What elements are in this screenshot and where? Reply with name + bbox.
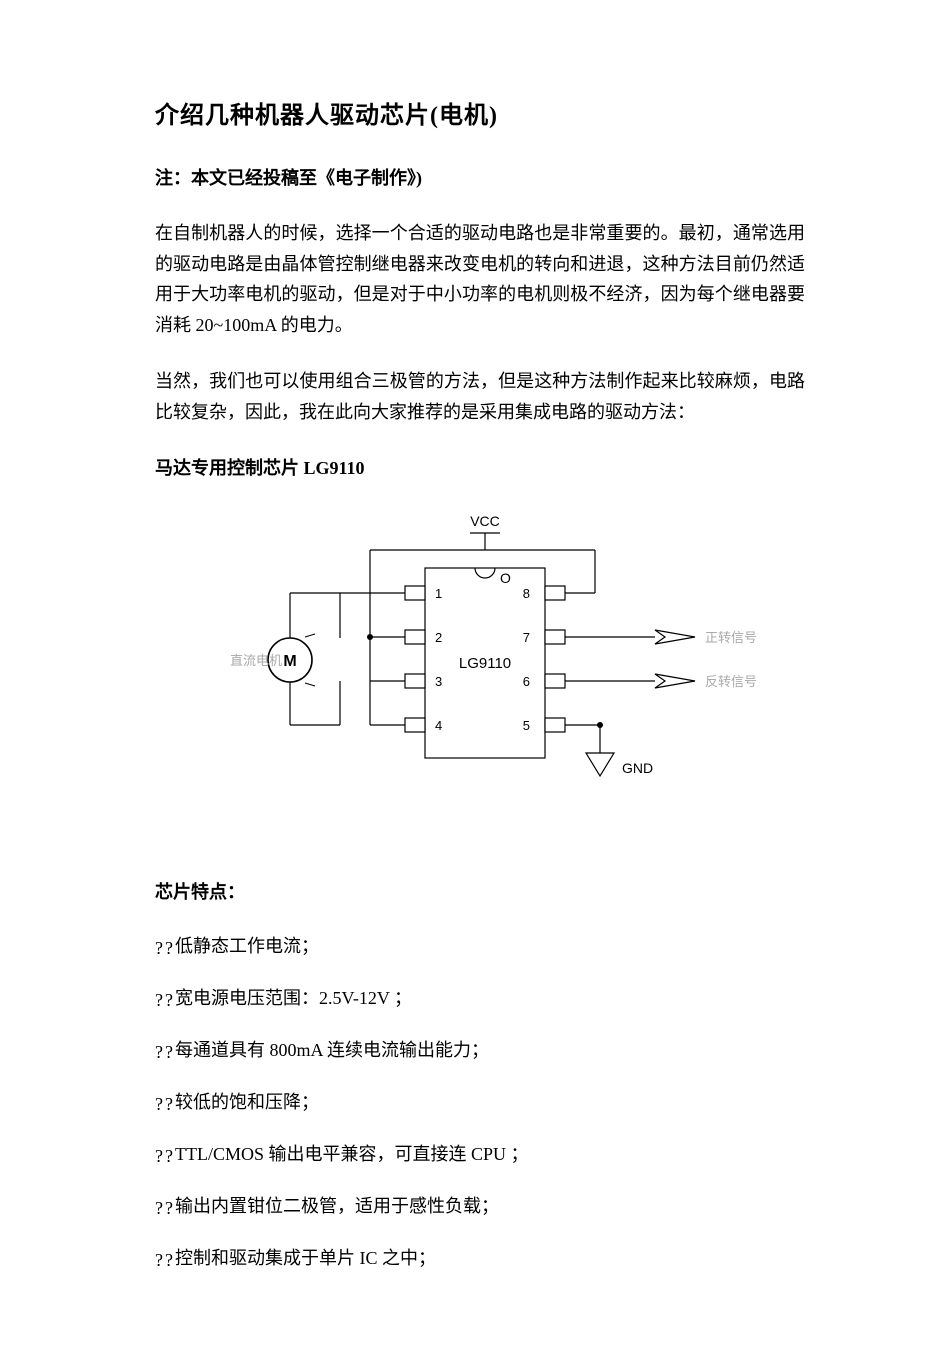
bullet-icon: ?	[165, 1250, 173, 1271]
pin-7-box	[545, 630, 565, 644]
gnd-label: GND	[622, 760, 653, 776]
pin-8-box	[545, 586, 565, 600]
motor-text: 直流电机	[230, 653, 282, 668]
feature-text: TTL/CMOS 输出电平兼容，可直接连 CPU ；	[175, 1144, 529, 1164]
feature-item: ??每通道具有 800mA 连续电流输出能力；	[155, 1036, 805, 1062]
circuit-diagram-container: O LG9110 1 2 3 4 8 7 6	[155, 508, 805, 808]
pin-2-label: 2	[435, 630, 442, 645]
paragraph-2: 当然，我们也可以使用组合三极管的方法，但是这种方法制作起来比较麻烦，电路比较复杂…	[155, 366, 805, 427]
feature-item: ??较低的饱和压降；	[155, 1088, 805, 1114]
motor-tick-top	[305, 634, 315, 637]
feature-text: 低静态工作电流；	[175, 936, 319, 956]
feature-text: 每通道具有 800mA 连续电流输出能力；	[175, 1040, 489, 1060]
feature-text: 宽电源电压范围：2.5V-12V ；	[175, 988, 412, 1008]
chip-label: LG9110	[459, 655, 511, 672]
document-page: 介绍几种机器人驱动芯片(电机) 注：本文已经投稿至《电子制作》) 在自制机器人的…	[0, 0, 945, 1356]
chip-orientation-mark: O	[500, 570, 511, 586]
motor-tick-bottom	[305, 683, 315, 686]
feature-item: ??输出内置钳位二极管，适用于感性负载；	[155, 1192, 805, 1218]
pin-1-label: 1	[435, 586, 442, 601]
bullet-icon: ?	[165, 1042, 173, 1063]
bullet-icon: ?	[165, 938, 173, 959]
feature-item: ??TTL/CMOS 输出电平兼容，可直接连 CPU ；	[155, 1140, 805, 1166]
bullet-icon: ?	[155, 1146, 163, 1167]
feature-item: ??宽电源电压范围：2.5V-12V ；	[155, 984, 805, 1010]
feature-item: ??控制和驱动集成于单片 IC 之中；	[155, 1244, 805, 1270]
arrow-rev	[655, 674, 695, 688]
pin-7-label: 7	[523, 630, 530, 645]
pin-3-label: 3	[435, 674, 442, 689]
pin-4-box	[405, 718, 425, 732]
feature-text: 较低的饱和压降；	[175, 1092, 319, 1112]
bullet-icon: ?	[155, 1094, 163, 1115]
section-heading-lg9110: 马达专用控制芯片 LG9110	[155, 454, 805, 480]
bullet-icon: ?	[155, 1250, 163, 1271]
bullet-icon: ?	[165, 1146, 173, 1167]
pin-4-label: 4	[435, 718, 442, 733]
circuit-diagram: O LG9110 1 2 3 4 8 7 6	[200, 508, 760, 808]
bullet-icon: ?	[165, 1198, 173, 1219]
bullet-icon: ?	[165, 1094, 173, 1115]
pin-5-box	[545, 718, 565, 732]
features-heading: 芯片特点：	[155, 878, 805, 904]
signal-rev-label: 反转信号	[705, 674, 757, 689]
pin-3-box	[405, 674, 425, 688]
paragraph-1: 在自制机器人的时候，选择一个合适的驱动电路也是非常重要的。最初，通常选用的驱动电…	[155, 218, 805, 340]
pin-8-label: 8	[523, 586, 530, 601]
vcc-label: VCC	[470, 513, 500, 529]
page-title: 介绍几种机器人驱动芯片(电机)	[155, 95, 805, 130]
arrow-fwd	[655, 630, 695, 644]
pin-6-box	[545, 674, 565, 688]
feature-item: ??低静态工作电流；	[155, 932, 805, 958]
motor-label: M	[283, 653, 296, 670]
pin-1-box	[405, 586, 425, 600]
bullet-icon: ?	[155, 990, 163, 1011]
pin-6-label: 6	[523, 674, 530, 689]
signal-fwd-label: 正转信号	[705, 630, 757, 645]
junction-dot-1	[367, 634, 373, 640]
pin-2-box	[405, 630, 425, 644]
bullet-icon: ?	[155, 1198, 163, 1219]
bullet-icon: ?	[165, 990, 173, 1011]
feature-text: 控制和驱动集成于单片 IC 之中；	[175, 1248, 436, 1268]
feature-text: 输出内置钳位二极管，适用于感性负载；	[175, 1196, 499, 1216]
pin-5-label: 5	[523, 718, 530, 733]
gnd-symbol	[586, 753, 614, 776]
bullet-icon: ?	[155, 938, 163, 959]
submission-note: 注：本文已经投稿至《电子制作》)	[155, 164, 805, 190]
bullet-icon: ?	[155, 1042, 163, 1063]
